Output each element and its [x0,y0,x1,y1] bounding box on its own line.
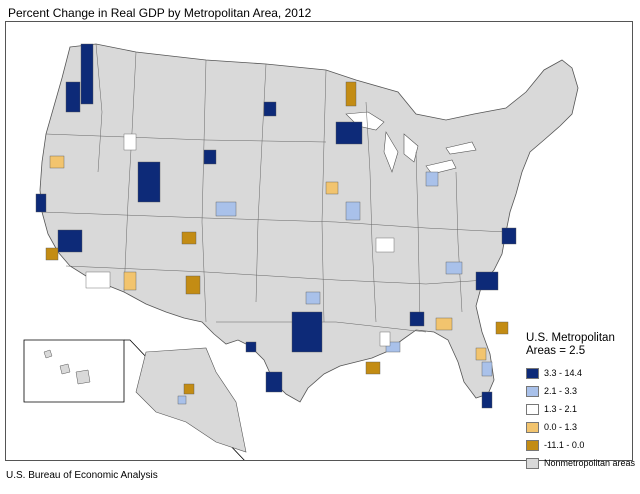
hawaii [43,349,91,385]
metro-dark-orange [185,275,201,295]
legend-row: 0.0 - 1.3 [526,422,638,440]
alaska-hawaii-inset [23,339,247,460]
metro-dark-orange [345,81,357,107]
metro-light-blue [215,201,237,217]
metro-light-blue [345,201,361,221]
metro-dark-blue [80,43,94,105]
metro-light-orange [123,271,137,291]
metro-dark-blue [263,101,277,117]
alaska [135,347,247,453]
legend-swatch [526,440,539,451]
metro-white [375,237,395,253]
legend-swatch [526,404,539,415]
legend-row: -11.1 - 0.0 [526,440,638,458]
metro-light-blue [481,361,493,377]
metro-dark-blue [65,81,81,113]
legend-swatch [526,458,539,469]
legend-swatch [526,422,539,433]
legend-row: 1.3 - 2.1 [526,404,638,422]
legend-row: 3.3 - 14.4 [526,368,638,386]
us-metro-gdp-map [23,43,579,460]
metro-light-blue [385,341,401,353]
contiguous-us [39,43,579,403]
great-lakes [345,111,477,175]
metro-light-blue [445,261,463,275]
metro-dark-blue [57,229,83,253]
metro-dark-blue [203,149,217,165]
metro-light-orange [49,155,65,169]
legend: U.S. Metropolitan Areas = 2.5 3.3 - 14.4… [526,332,638,488]
metro-dark-orange [365,361,381,375]
metro-dark-blue [501,227,517,245]
metro-dark-blue [475,271,499,291]
metro-light-blue [177,395,187,405]
metro-white [123,133,137,151]
metro-dark-blue [409,311,425,327]
metro-dark-orange [183,383,195,395]
metro-dark-blue [481,391,493,409]
metro-white [379,331,391,347]
metro-light-orange [475,347,487,361]
legend-label: 3.3 - 14.4 [544,368,583,378]
metro-light-orange [435,317,453,331]
metro-light-blue [305,291,321,305]
metro-dark-blue [291,311,323,353]
metro-light-orange [325,181,339,195]
metro-white [85,271,111,289]
legend-label: 1.3 - 2.1 [544,404,578,414]
legend-label: 0.0 - 1.3 [544,422,578,432]
metro-areas [35,43,517,409]
source-credit: U.S. Bureau of Economic Analysis [6,470,158,481]
legend-row: Nonmetropolitan areas [526,458,638,488]
legend-swatch [526,368,539,379]
legend-label: -11.1 - 0.0 [544,440,585,450]
metro-dark-blue [35,193,47,213]
metro-dark-orange [181,231,197,245]
metro-dark-orange [45,247,59,261]
metro-dark-blue [137,161,161,203]
metro-light-blue [425,171,439,187]
map-frame: U.S. Metropolitan Areas = 2.5 3.3 - 14.4… [5,21,635,469]
legend-label: Nonmetropolitan areas [544,458,636,468]
legend-swatch [526,386,539,397]
legend-row: 2.1 - 3.3 [526,386,638,404]
metro-dark-blue [265,371,283,393]
metro-dark-orange [495,321,509,335]
legend-label: 2.1 - 3.3 [544,386,578,396]
metro-dark-blue [245,341,257,353]
metro-dark-blue [335,121,363,145]
map-title: Percent Change in Real GDP by Metropolit… [8,6,312,20]
legend-title: U.S. Metropolitan Areas = 2.5 [526,332,615,357]
state-boundaries [41,43,507,333]
